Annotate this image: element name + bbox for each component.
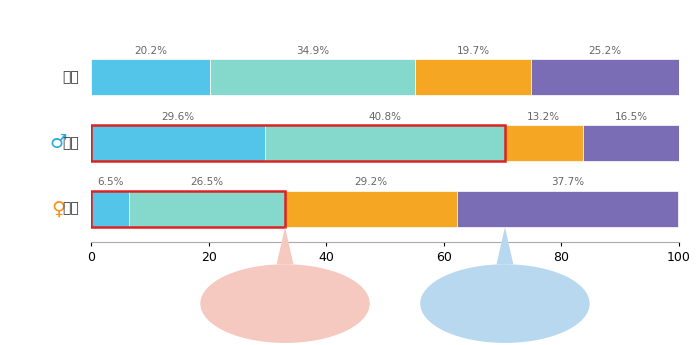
Text: 女性: 女性 (62, 201, 79, 216)
Text: 25.2%: 25.2% (588, 46, 622, 56)
Text: 13.2%: 13.2% (527, 111, 560, 121)
Text: 40.8%: 40.8% (368, 111, 402, 121)
Text: したいと思っている: したいと思っている (475, 291, 535, 301)
Text: ♂: ♂ (50, 134, 67, 152)
Text: 70.4%: 70.4% (481, 304, 529, 318)
Text: 29.2%: 29.2% (354, 177, 388, 187)
Bar (91, 59, 210, 95)
Bar (285, 190, 456, 227)
Text: 全体: 全体 (62, 70, 79, 84)
Text: 34.9%: 34.9% (296, 46, 329, 56)
Text: 6.5%: 6.5% (97, 177, 123, 187)
Text: 19.7%: 19.7% (456, 46, 489, 56)
Bar (130, 190, 285, 227)
Bar (210, 59, 415, 95)
Text: 33.1%: 33.1% (261, 304, 309, 318)
Text: 20.2%: 20.2% (134, 46, 167, 56)
Text: ♀: ♀ (52, 199, 66, 218)
Bar (91, 190, 130, 227)
Bar (531, 59, 679, 95)
Bar (415, 59, 531, 95)
Text: 26.5%: 26.5% (190, 177, 224, 187)
Bar (505, 125, 582, 161)
Bar (91, 125, 265, 161)
Text: 男性: 男性 (62, 136, 79, 150)
Bar (265, 125, 505, 161)
Bar (456, 190, 678, 227)
Legend: 非常に思う, 思う, 思わない, わからない: 非常に思う, 思う, 思わない, わからない (293, 0, 536, 5)
Bar (582, 125, 680, 161)
Text: 29.6%: 29.6% (162, 111, 195, 121)
Text: 37.7%: 37.7% (551, 177, 584, 187)
Text: したいと思っている: したいと思っている (256, 291, 315, 301)
Text: 16.5%: 16.5% (615, 111, 648, 121)
